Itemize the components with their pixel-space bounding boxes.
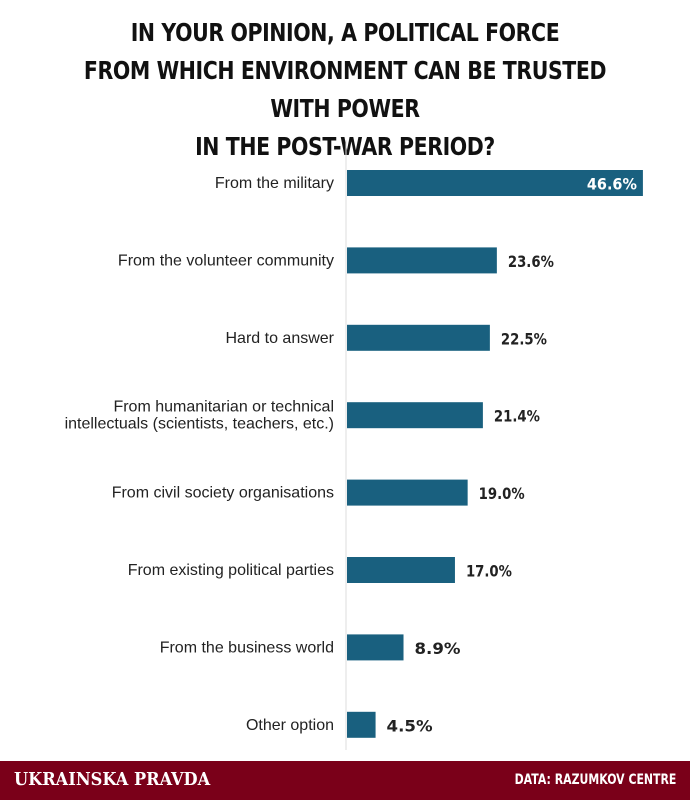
value-label: 23.6% bbox=[508, 252, 554, 271]
bar-row: From humanitarian or technical intellectu… bbox=[65, 398, 540, 432]
category-label-line: Hard to answer bbox=[226, 329, 335, 346]
category-label: From the volunteer community bbox=[118, 252, 334, 269]
value-label: 19.0% bbox=[479, 484, 525, 503]
brand-logo: UKRAINSKA PRAVDA bbox=[14, 769, 211, 790]
category-label-line: From humanitarian or technical bbox=[113, 398, 334, 415]
bar bbox=[347, 402, 483, 429]
category-label: From existing political parties bbox=[128, 562, 334, 579]
value-label: 46.6% bbox=[587, 175, 637, 194]
bar bbox=[347, 711, 376, 738]
bar-row: From existing political parties 17.0% bbox=[128, 557, 512, 583]
category-label: From humanitarian or technical intellectu… bbox=[65, 398, 334, 432]
category-label-line: intellectuals (scientists, teachers, etc… bbox=[65, 415, 334, 432]
bar bbox=[347, 557, 455, 583]
bar-row: Hard to answer 22.5% bbox=[226, 324, 547, 351]
chart-title-line: FROM WHICH ENVIRONMENT CAN BE TRUSTED WI… bbox=[83, 56, 607, 123]
category-label-line: Other option bbox=[246, 716, 334, 733]
category-label-line: From the business world bbox=[160, 639, 334, 656]
category-label: Hard to answer bbox=[226, 329, 335, 346]
data-source: DATA: RAZUMKOV CENTRE bbox=[514, 772, 676, 788]
bar-row: From the military 46.6% bbox=[215, 170, 643, 196]
bar-row: From civil society organisations 19.0% bbox=[112, 479, 525, 506]
bar bbox=[347, 634, 404, 661]
category-label: From civil society organisations bbox=[112, 484, 334, 501]
value-label: 4.5% bbox=[387, 716, 433, 735]
value-label: 22.5% bbox=[501, 329, 547, 348]
footer-bar: UKRAINSKA PRAVDA DATA: RAZUMKOV CENTRE bbox=[0, 761, 690, 800]
bar bbox=[347, 247, 497, 274]
bar bbox=[347, 324, 490, 351]
category-label: From the military bbox=[215, 175, 334, 192]
value-label: 21.4% bbox=[494, 407, 540, 426]
bar-row: From the volunteer community 23.6% bbox=[118, 247, 554, 274]
bar bbox=[347, 170, 643, 196]
bar-chart: From the military 46.6% From the volunteer… bbox=[65, 140, 643, 750]
bar-row: Other option 4.5% bbox=[246, 711, 433, 738]
bar bbox=[347, 479, 468, 506]
chart-title-line: IN THE POST-WAR PERIOD? bbox=[195, 132, 495, 161]
chart-title: IN YOUR OPINION, A POLITICAL FORCE FROM … bbox=[62, 14, 628, 166]
bar-row: From the business world 8.9% bbox=[160, 634, 461, 661]
category-label-line: From the volunteer community bbox=[118, 252, 334, 269]
category-label: Other option bbox=[246, 716, 334, 733]
bars-layer: From the military 46.6% From the volunteer… bbox=[65, 170, 643, 738]
value-label: 8.9% bbox=[415, 639, 461, 658]
category-label-line: From civil society organisations bbox=[112, 484, 334, 501]
category-label-line: From existing political parties bbox=[128, 562, 334, 579]
category-label-line: From the military bbox=[215, 175, 334, 192]
category-label: From the business world bbox=[160, 639, 334, 656]
value-label: 17.0% bbox=[466, 562, 512, 581]
chart-title-line: IN YOUR OPINION, A POLITICAL FORCE bbox=[130, 18, 560, 47]
